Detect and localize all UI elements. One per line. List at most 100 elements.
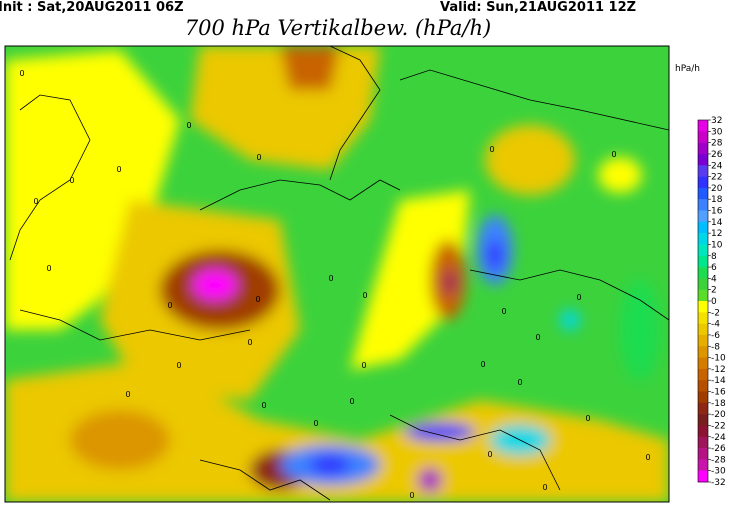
colorbar-label: 8: [711, 252, 717, 262]
contour-label: 0: [176, 361, 181, 370]
colorbar-label: -12: [711, 365, 726, 375]
contour-label: 0: [33, 197, 38, 206]
colorbar-band: [698, 165, 708, 177]
colorbar-label: -18: [711, 399, 726, 409]
colorbar-label: -26: [711, 444, 726, 454]
colorbar-label: 2: [711, 286, 717, 296]
colorbar-band: [698, 176, 708, 189]
contour-label: 0: [361, 361, 366, 370]
colorbar-label: -16: [711, 388, 726, 398]
colorbar-label: 12: [711, 229, 722, 239]
colorbar-label: 16: [711, 207, 723, 217]
colorbar-label: -20: [711, 410, 726, 420]
colorbar-band: [698, 153, 708, 166]
colorbar-label: -14: [711, 376, 726, 386]
contour-label: 0: [362, 291, 367, 300]
contour-label: 0: [487, 450, 492, 459]
colorbar-band: [698, 425, 708, 438]
contour-label: 0: [480, 360, 485, 369]
contour-label: 0: [69, 176, 74, 185]
valid-time: Valid: Sun,21AUG2011 12Z: [440, 0, 636, 15]
colorbar-label: 18: [711, 195, 723, 205]
contour-label: 0: [328, 274, 333, 283]
contour-label: 0: [501, 307, 506, 316]
contour-label: 0: [256, 153, 261, 162]
colorbar-label: 20: [711, 184, 723, 194]
colorbar-band: [698, 289, 708, 302]
colorbar-band: [698, 187, 708, 200]
contour-label: 0: [645, 453, 650, 462]
colorbar-band: [698, 368, 708, 381]
contour-label: 0: [255, 295, 260, 304]
colorbar-band: [698, 402, 708, 415]
colorbar-label: 32: [711, 116, 722, 126]
colorbar-label: 10: [711, 240, 723, 250]
contour-label: 0: [247, 338, 252, 347]
colorbar-label: 28: [711, 139, 723, 149]
map: [5, 46, 669, 502]
colorbar-label: -24: [711, 433, 726, 443]
colorbar-band: [698, 436, 708, 449]
colorbar-band: [698, 131, 708, 143]
colorbar-label: 24: [711, 161, 723, 171]
colorbar-label: -30: [711, 467, 726, 477]
colorbar-label: 4: [711, 274, 717, 284]
colorbar-band: [698, 142, 708, 155]
map-title: 700 hPa Vertikalbew. (hPa/h): [185, 16, 491, 40]
colorbar-band: [698, 255, 708, 268]
colorbar-band: [698, 380, 708, 392]
colorbar-label: -28: [711, 455, 726, 465]
contour-label: 0: [611, 150, 616, 159]
colorbar-band: [698, 459, 708, 471]
contour-label: 0: [517, 378, 522, 387]
colorbar-band: [698, 221, 708, 234]
contour-label: 0: [349, 397, 354, 406]
contour-label: 0: [489, 145, 494, 154]
colorbar-label: -8: [711, 342, 720, 352]
colorbar-band: [698, 470, 708, 483]
colorbar-band: [698, 357, 708, 370]
colorbar-unit: hPa/h: [675, 64, 700, 74]
colorbar-band: [698, 210, 708, 223]
colorbar-label: -2: [711, 308, 720, 318]
colorbar-label: -10: [711, 354, 726, 364]
colorbar-band: [698, 267, 708, 279]
contour-label: 0: [46, 264, 51, 273]
colorbar-label: -22: [711, 421, 726, 431]
colorbar-label: 6: [711, 263, 717, 273]
colorbar-band: [698, 323, 708, 336]
colorbar-band: [698, 334, 708, 347]
colorbar-band: [698, 301, 708, 313]
contour-label: 0: [261, 401, 266, 410]
contour-label: 0: [125, 390, 130, 399]
colorbar-band: [698, 278, 708, 290]
coastlines: [9, 46, 669, 501]
colorbar-band: [698, 120, 708, 132]
colorbar-label: -32: [711, 478, 726, 488]
colorbar-band: [698, 448, 708, 460]
colorbar-label: 26: [711, 150, 723, 160]
colorbar-label: -6: [711, 331, 720, 341]
contour-label: 0: [186, 121, 191, 130]
contour-label: 0: [585, 414, 590, 423]
map-frame: [4, 45, 670, 503]
colorbar-band: [698, 312, 708, 324]
colorbar-band: [698, 414, 708, 426]
colorbar-label: 14: [711, 218, 723, 228]
contour-label: 0: [542, 483, 547, 492]
colorbar-label: 30: [711, 127, 723, 137]
colorbar-band: [698, 346, 708, 358]
colorbar-band: [698, 199, 708, 211]
contour-label: 0: [167, 301, 172, 310]
contour-label: 0: [576, 293, 581, 302]
colorbar-band: [698, 391, 708, 404]
contour-label: 0: [535, 333, 540, 342]
colorbar-label: 22: [711, 173, 722, 183]
contour-label: 0: [313, 419, 318, 428]
init-time: Init : Sat,20AUG2011 06Z: [0, 0, 184, 15]
contour-label: 0: [409, 491, 414, 500]
contour-label: 0: [19, 69, 24, 78]
colorbar-band: [698, 244, 708, 257]
colorbar-band: [698, 233, 708, 245]
